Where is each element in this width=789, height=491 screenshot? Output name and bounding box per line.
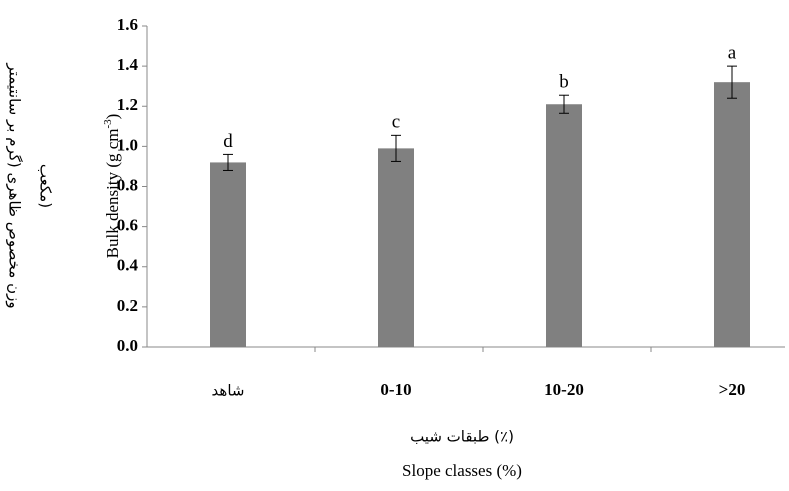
annotation: d (223, 131, 233, 152)
y-tick-label: 1.6 (117, 15, 138, 34)
x-tick-label: 10-20 (544, 380, 584, 399)
bar (714, 82, 750, 348)
y-axis-label: Bulk density (g cm-3) (102, 114, 122, 259)
y-label-sup: -3 (102, 119, 114, 129)
y-tick-label: 0.4 (117, 256, 139, 275)
y-label-text: Bulk density (g cm (103, 128, 122, 258)
bar (378, 148, 414, 347)
y-tick-label: 1.0 (117, 135, 138, 154)
bar (546, 104, 582, 348)
y-tick-label: 1.4 (117, 55, 139, 74)
y-label-end: ) (103, 114, 122, 120)
x-tick-label: >20 (719, 380, 746, 399)
x-axis-label: Slope classes (%) (402, 461, 522, 480)
y-tick-label: 0.0 (117, 336, 138, 355)
y-axis-label-fa: مکعب) (37, 164, 55, 208)
y-tick-label: 1.2 (117, 95, 138, 114)
annotation: a (728, 42, 737, 63)
x-tick-label: 0-10 (380, 380, 411, 399)
annotation: c (392, 112, 400, 133)
y-tick-label: 0.6 (117, 216, 138, 235)
annotation: b (559, 72, 569, 93)
y-axis-label-fa: وزن مخصوص ظاهری (گرم بر سانتیمتر (6, 62, 24, 308)
y-tick-label: 0.2 (117, 296, 138, 315)
y-tick-label: 0.8 (117, 175, 138, 194)
x-axis-label-fa: طبقات شیب (٪) (410, 428, 514, 446)
x-tick-label: شاهد (212, 382, 245, 400)
bar (210, 162, 246, 347)
